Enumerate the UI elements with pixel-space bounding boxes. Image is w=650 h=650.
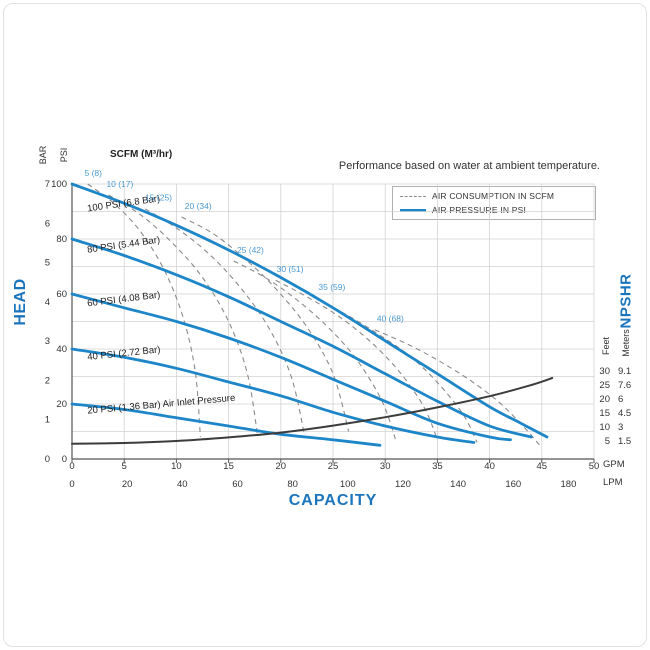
lpm-tick-label: 180: [561, 479, 577, 490]
gpm-tick-label: 25: [328, 461, 339, 472]
feet-tick-label: 30: [599, 366, 610, 377]
solid-line-sample-icon: [400, 208, 426, 212]
bar-tick-label: 5: [45, 258, 50, 269]
chart-note: Performance based on water at ambient te…: [338, 160, 600, 172]
plot-area: 100 PSI (6.8 Bar)80 PSI (5.44 Bar)60 PSI…: [45, 168, 632, 490]
feet-tick-label: 20: [599, 394, 610, 405]
dashed-line-sample-icon: [400, 195, 426, 197]
psi-tick-label: 40: [56, 344, 67, 355]
lpm-tick-label: 160: [505, 479, 521, 490]
air-curve-30-51: [275, 279, 438, 441]
meters-tick-label: 3: [618, 422, 623, 433]
pressure-curve-80-psi-5.44-bar: [70, 237, 533, 439]
lpm-axis-unit: LPM: [603, 477, 623, 488]
legend-label-air-pressure: AIR PRESSURE IN PSI: [432, 205, 527, 215]
air-curve-label-25-42: 25 (42): [237, 245, 264, 255]
gpm-axis-unit: GPM: [603, 459, 625, 470]
lpm-tick-label: 100: [340, 479, 356, 490]
legend-item-air-consumption: AIR CONSUMPTION IN SCFM: [400, 191, 588, 201]
air-curve-15-25: [144, 208, 306, 438]
lpm-tick-label: 60: [232, 479, 243, 490]
pressure-curve-label-80-psi-5.44-bar: 80 PSI (5.44 Bar): [87, 235, 161, 256]
chart-legend: AIR CONSUMPTION IN SCFM AIR PRESSURE IN …: [392, 186, 596, 220]
psi-tick-label: 20: [56, 399, 67, 410]
meters-tick-label: 7.6: [618, 380, 631, 391]
npshr-curve: [71, 377, 554, 445]
lpm-tick-label: 0: [69, 479, 74, 490]
psi-tick-label: 0: [62, 454, 67, 465]
air-curve-label-35-59: 35 (59): [318, 282, 345, 292]
psi-tick-label: 100: [51, 179, 67, 190]
air-curve-20-34: [181, 216, 350, 432]
bar-tick-label: 0: [45, 454, 50, 465]
gpm-tick-label: 45: [537, 461, 548, 472]
scfm-axis-header: SCFM (M³/hr): [110, 149, 173, 160]
gpm-tick-label: 15: [223, 461, 234, 472]
meters-tick-label: 4.5: [618, 408, 631, 419]
pressure-curve-20-psi-1.36-bar-air-inlet-pressure: [70, 402, 382, 447]
gpm-tick-label: 50: [589, 461, 600, 472]
pressure-curve-100-psi-6.8-bar: [70, 182, 549, 439]
bar-tick-label: 4: [45, 297, 50, 308]
gpm-tick-label: 0: [69, 461, 74, 472]
gpm-tick-label: 5: [122, 461, 127, 472]
air-curve-25-42: [233, 260, 397, 440]
feet-tick-label: 15: [599, 408, 610, 419]
capacity-axis-title: CAPACITY: [288, 492, 378, 509]
air-curve-label-30-51: 30 (51): [277, 264, 304, 274]
gpm-tick-label: 10: [171, 461, 182, 472]
gpm-tick-label: 40: [484, 461, 495, 472]
feet-tick-label: 25: [599, 380, 610, 391]
air-curve-label-15-25: 15 (25): [145, 193, 172, 203]
psi-tick-label: 80: [56, 234, 67, 245]
feet-tick-label: 10: [599, 422, 610, 433]
bar-tick-label: 1: [45, 415, 50, 426]
meters-tick-label: 1.5: [618, 436, 631, 447]
lpm-tick-label: 80: [287, 479, 298, 490]
lpm-tick-label: 40: [177, 479, 188, 490]
air-curve-label-40-68: 40 (68): [377, 314, 404, 324]
air-curve-label-5-8: 5 (8): [85, 168, 103, 178]
meters-tick-label: 6: [618, 394, 623, 405]
pressure-curve-40-psi-2.72-bar: [70, 347, 476, 444]
air-curve-10-17: [108, 194, 259, 438]
lpm-tick-label: 120: [395, 479, 411, 490]
bar-tick-label: 2: [45, 375, 50, 386]
bar-tick-label: 3: [45, 336, 50, 347]
gpm-tick-label: 30: [380, 461, 391, 472]
lpm-tick-label: 140: [450, 479, 466, 490]
psi-tick-label: 60: [56, 289, 67, 300]
legend-label-air-consumption: AIR CONSUMPTION IN SCFM: [432, 191, 555, 201]
legend-item-air-pressure: AIR PRESSURE IN PSI: [400, 205, 588, 215]
lpm-tick-label: 20: [122, 479, 133, 490]
pressure-curve-60-psi-4.08-bar: [70, 292, 512, 442]
air-curve-label-20-34: 20 (34): [185, 201, 212, 211]
pressure-curve-label-20-psi-1.36-bar-air-inlet-pressure: 20 PSI (1.36 Bar) Air Inlet Pressure: [87, 393, 236, 417]
meters-tick-label: 9.1: [618, 366, 631, 377]
bar-tick-label: 7: [45, 179, 50, 190]
gpm-tick-label: 20: [276, 461, 287, 472]
performance-chart-card: SCFM (M³/hr) Performance based on water …: [3, 3, 647, 647]
gpm-tick-label: 35: [432, 461, 443, 472]
bar-tick-label: 6: [45, 218, 50, 229]
feet-tick-label: 5: [605, 436, 610, 447]
air-curve-label-10-17: 10 (17): [106, 179, 133, 189]
